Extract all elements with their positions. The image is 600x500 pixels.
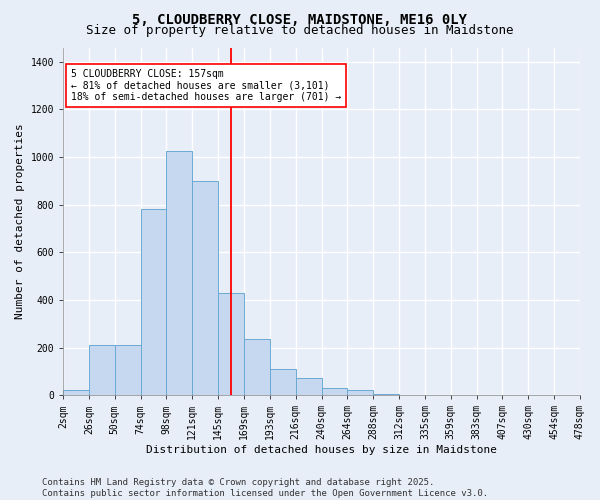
Bar xyxy=(166,151,193,395)
X-axis label: Distribution of detached houses by size in Maidstone: Distribution of detached houses by size … xyxy=(146,445,497,455)
Bar xyxy=(296,378,322,395)
Bar xyxy=(244,339,270,395)
Bar xyxy=(322,388,347,395)
Bar xyxy=(373,394,399,395)
Bar xyxy=(140,210,166,395)
Text: Size of property relative to detached houses in Maidstone: Size of property relative to detached ho… xyxy=(86,24,514,37)
Bar xyxy=(270,369,296,395)
Bar xyxy=(347,390,373,395)
Text: 5 CLOUDBERRY CLOSE: 157sqm
← 81% of detached houses are smaller (3,101)
18% of s: 5 CLOUDBERRY CLOSE: 157sqm ← 81% of deta… xyxy=(71,69,341,102)
Bar xyxy=(115,345,140,395)
Bar xyxy=(193,181,218,395)
Bar xyxy=(218,293,244,395)
Text: Contains HM Land Registry data © Crown copyright and database right 2025.
Contai: Contains HM Land Registry data © Crown c… xyxy=(42,478,488,498)
Text: 5, CLOUDBERRY CLOSE, MAIDSTONE, ME16 0LY: 5, CLOUDBERRY CLOSE, MAIDSTONE, ME16 0LY xyxy=(133,12,467,26)
Y-axis label: Number of detached properties: Number of detached properties xyxy=(15,124,25,319)
Bar xyxy=(89,345,115,395)
Bar xyxy=(63,390,89,395)
